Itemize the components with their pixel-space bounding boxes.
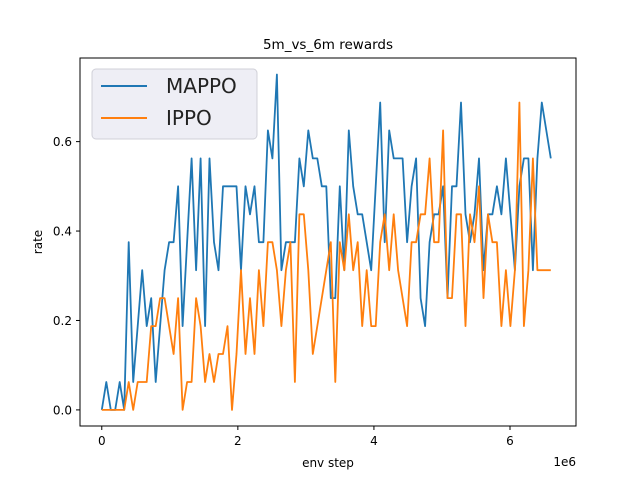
- plot-frame: [79, 57, 577, 427]
- y-axis-label: rate: [31, 230, 45, 254]
- y-tick-label: 0.0: [53, 403, 72, 417]
- y-tick-label: 0.2: [53, 314, 72, 328]
- x-tick-label: 0: [98, 434, 106, 448]
- y-tick-label: 0.4: [53, 225, 72, 239]
- legend: MAPPO IPPO: [91, 68, 258, 140]
- x-tick-label: 4: [370, 434, 378, 448]
- x-tick-label: 6: [506, 434, 514, 448]
- plot-area: [100, 73, 552, 411]
- y-axis-ticks: 0.0 0.2 0.4 0.6: [53, 135, 80, 417]
- legend-label-ippo: IPPO: [166, 106, 212, 130]
- x-tick-label: 2: [234, 434, 242, 448]
- legend-label-mappo: MAPPO: [166, 74, 237, 98]
- x-offset-label: 1e6: [553, 455, 576, 469]
- series-line-ippo: [101, 101, 551, 411]
- y-tick-label: 0.6: [53, 135, 72, 149]
- series-line-mappo: [100, 73, 552, 411]
- x-axis-ticks: 0 2 4 6: [98, 426, 514, 448]
- x-axis-label: env step: [302, 456, 354, 470]
- chart-title: 5m_vs_6m rewards: [263, 37, 393, 53]
